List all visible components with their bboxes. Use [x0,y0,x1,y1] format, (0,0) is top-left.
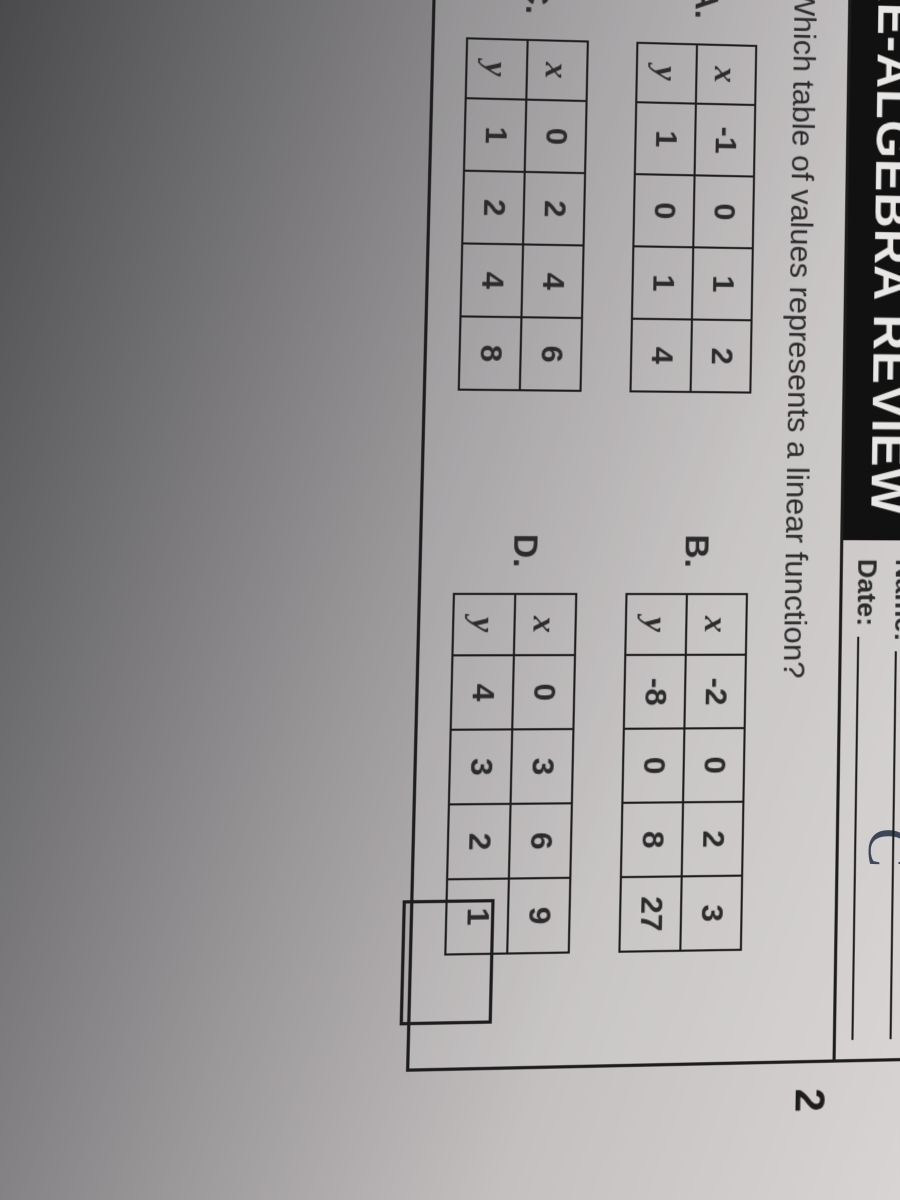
question-row: 1. Which table of values represents a li… [768,0,825,1031]
value-cell: 1 [692,247,753,320]
value-cell: 3 [511,729,574,804]
value-cell: 0 [512,655,575,729]
worksheet-sheet: PRE-ALGEBRA REVIEW Name: Date: 1. Which … [362,0,900,1116]
value-cell: 1 [635,102,696,175]
question-text: Which table of values represents a linea… [773,0,824,679]
date-label: Date: [850,559,883,627]
choice-d-label: D. [505,534,578,576]
var-cell: x [696,44,756,105]
value-cell: 8 [459,316,522,390]
value-cell: 6 [520,317,582,391]
choice-b-label: B. [677,534,749,576]
name-label: Name: [888,559,900,641]
var-cell: x [686,594,747,655]
value-cell: -8 [624,655,686,729]
choice-c-table: x 0 2 4 6 y 1 2 4 8 [458,37,589,392]
value-cell: 4 [461,243,524,317]
value-cell: 8 [621,802,683,877]
value-cell: 1 [464,98,526,172]
value-cell: 9 [507,878,570,954]
table-row: y 1 0 1 4 [631,43,697,392]
choice-c: C. x 0 2 4 6 y 1 2 4 [456,0,590,471]
outer-frame: PRE-ALGEBRA REVIEW Name: Date: 1. Which … [406,0,900,1072]
value-cell: 2 [523,172,585,246]
var-cell: y [452,594,515,655]
choice-a: A. x -1 0 1 2 y 1 0 1 [628,0,758,472]
name-blank[interactable] [890,652,900,1040]
value-cell: 3 [680,876,742,951]
name-date-block: Name: Date: [836,540,900,1059]
choice-a-label: A. [687,0,758,29]
value-cell: 0 [693,175,754,248]
answer-box[interactable] [400,899,495,1025]
choices-grid: A. x -1 0 1 2 y 1 0 1 [442,0,759,1038]
table-row: x -1 0 1 2 [691,44,757,392]
value-cell: 6 [509,803,572,878]
table-row: y 1 2 4 8 [459,38,528,390]
date-blank[interactable] [851,637,879,1040]
var-cell: y [625,594,687,655]
value-cell: 0 [622,728,684,802]
value-cell: 4 [631,319,692,392]
page-title: PRE-ALGEBRA REVIEW [843,0,900,540]
value-cell: 0 [525,100,587,174]
value-cell: 2 [691,320,752,393]
table-row: x 0 3 6 9 [507,594,576,954]
value-cell: -1 [695,104,756,177]
table-row: x 0 2 4 6 [520,40,588,391]
value-cell: 3 [449,729,512,804]
value-cell: 2 [682,802,744,877]
var-cell: x [526,40,588,101]
choice-b-table: x -2 0 2 3 y -8 0 8 27 [618,593,748,953]
value-cell: 2 [462,171,524,245]
value-cell: 27 [619,876,681,951]
value-cell: 4 [521,244,583,318]
content-area: 1. Which table of values represents a li… [409,0,849,1068]
page-side-number: 2 [785,1088,832,1113]
value-cell: 0 [633,174,694,247]
value-cell: 0 [683,728,745,802]
choice-b: B. x -2 0 2 3 y -8 0 8 [617,534,749,1034]
value-cell: 2 [447,804,510,879]
choice-a-table: x -1 0 1 2 y 1 0 1 4 [629,42,757,394]
var-cell: x [514,594,576,655]
table-row: x -2 0 2 3 [680,594,747,951]
choice-c-label: C. [518,0,590,24]
name-line: Name: [882,559,900,1039]
table-row: y -8 0 8 27 [619,594,686,952]
value-cell: 1 [632,246,693,319]
date-line: Date: [844,559,883,1040]
var-cell: y [636,43,697,104]
value-cell: 4 [451,655,514,730]
value-cell: -2 [684,655,745,729]
var-cell: y [466,38,528,99]
